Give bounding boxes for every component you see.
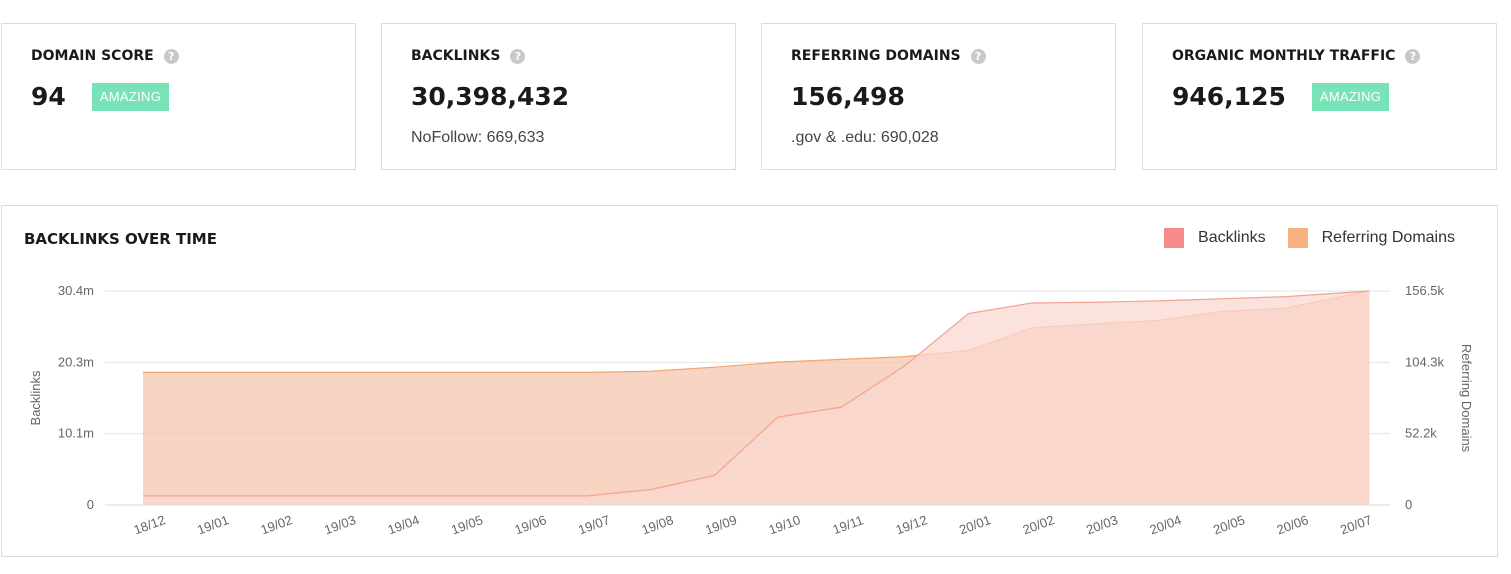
- backlinks-title: BACKLINKS ?: [411, 48, 526, 64]
- referring-domains-label: REFERRING DOMAINS: [791, 48, 961, 64]
- legend-swatch-referring-domains: [1287, 228, 1308, 248]
- backlinks-value-row: 30,398,432: [411, 82, 569, 111]
- organic-traffic-value: 946,125: [1172, 82, 1286, 111]
- help-icon[interactable]: ?: [163, 48, 179, 64]
- help-icon[interactable]: ?: [970, 48, 986, 64]
- legend-label-referring-domains: Referring Domains: [1321, 229, 1455, 246]
- legend-label-backlinks: Backlinks: [1198, 229, 1266, 246]
- nofollow-count: NoFollow: 669,633: [411, 129, 545, 146]
- organic-traffic-value-row: 946,125 AMAZING: [1172, 82, 1390, 111]
- referring-domains-value-row: 156,498: [791, 82, 905, 111]
- status-badge: AMAZING: [91, 82, 170, 111]
- chart-legend: Backlinks Referring Domains: [1142, 228, 1455, 248]
- legend-item-backlinks[interactable]: Backlinks: [1164, 228, 1266, 248]
- backlinks-label: BACKLINKS: [411, 48, 501, 64]
- gov-edu-count: .gov & .edu: 690,028: [791, 129, 939, 146]
- legend-swatch-backlinks: [1164, 228, 1185, 248]
- organic-traffic-title: ORGANIC MONTHLY TRAFFIC ?: [1172, 48, 1421, 64]
- help-icon[interactable]: ?: [1405, 48, 1421, 64]
- organic-traffic-card: ORGANIC MONTHLY TRAFFIC ? 946,125 AMAZIN…: [1142, 23, 1497, 170]
- backlinks-card: BACKLINKS ? 30,398,432 NoFollow: 669,633: [381, 23, 736, 170]
- legend-item-referring-domains[interactable]: Referring Domains: [1287, 228, 1455, 248]
- backlinks-over-time-card: BACKLINKS OVER TIME Backlinks Referring …: [1, 205, 1498, 557]
- organic-traffic-label: ORGANIC MONTHLY TRAFFIC: [1172, 48, 1396, 64]
- backlinks-value: 30,398,432: [411, 82, 570, 111]
- domain-score-label: DOMAIN SCORE: [31, 48, 154, 64]
- referring-domains-title: REFERRING DOMAINS ?: [791, 48, 986, 64]
- help-icon[interactable]: ?: [510, 48, 526, 64]
- domain-score-card: DOMAIN SCORE ? 94 AMAZING: [1, 23, 356, 170]
- status-badge: AMAZING: [1311, 82, 1390, 111]
- domain-score-value-row: 94 AMAZING: [31, 82, 170, 111]
- referring-domains-card: REFERRING DOMAINS ? 156,498 .gov & .edu:…: [761, 23, 1116, 170]
- domain-score-value: 94: [31, 82, 66, 111]
- chart-title: BACKLINKS OVER TIME: [24, 230, 217, 248]
- referring-domains-value: 156,498: [791, 82, 905, 111]
- domain-score-title: DOMAIN SCORE ?: [31, 48, 179, 64]
